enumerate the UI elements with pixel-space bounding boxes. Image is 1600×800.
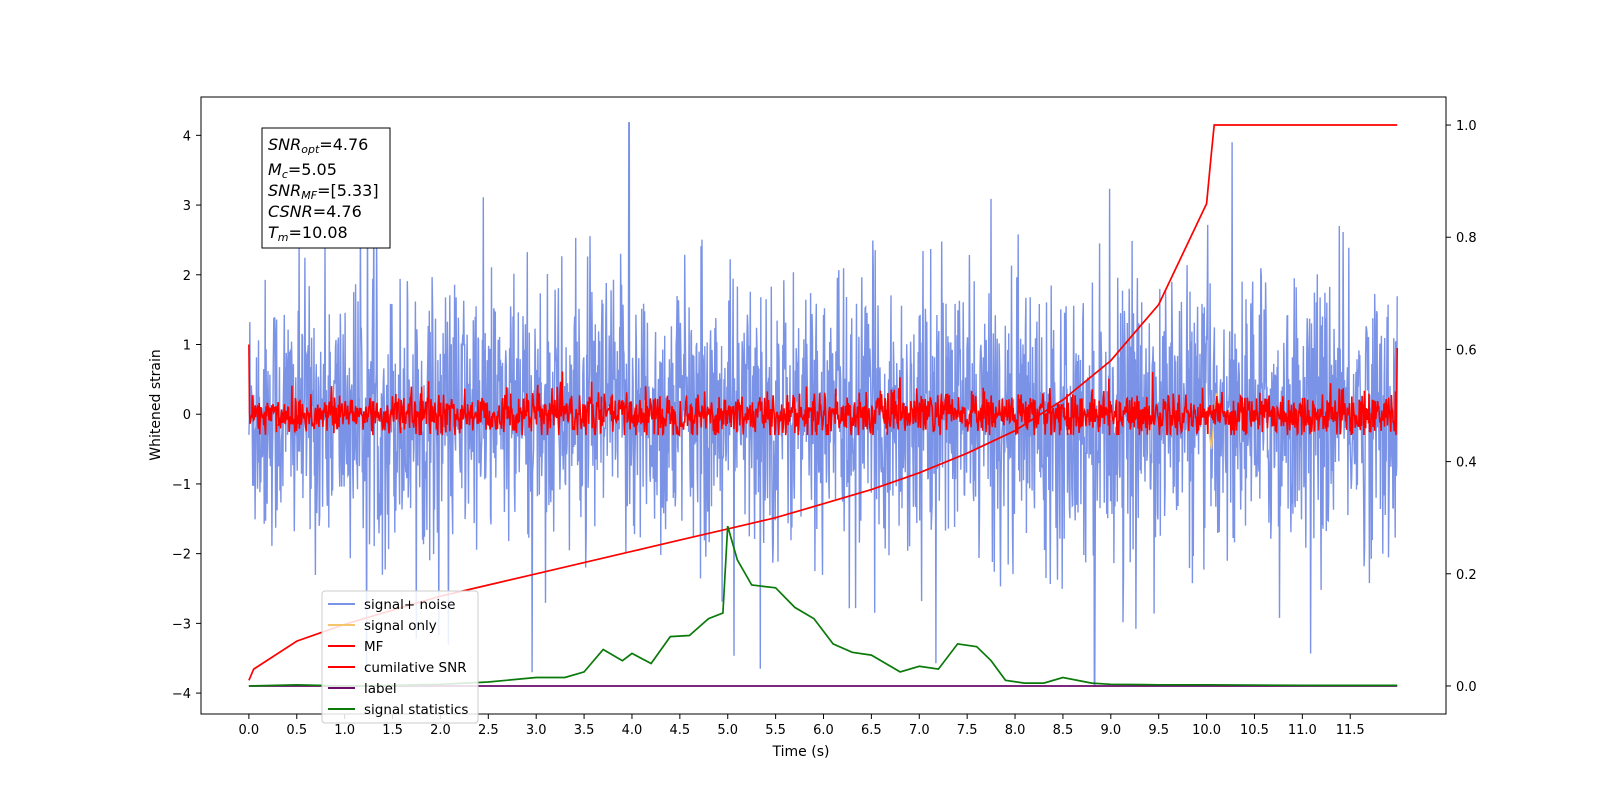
stats-snr-opt-value: =4.76 bbox=[319, 135, 368, 154]
y2-tick-label: 0.8 bbox=[1456, 231, 1477, 246]
x-tick-label: 3.0 bbox=[526, 723, 547, 738]
stats-csnr-name: CSNR bbox=[268, 202, 313, 221]
svg-text:CSNR=4.76: CSNR=4.76 bbox=[268, 202, 362, 221]
stats-snr-opt-sub: opt bbox=[301, 143, 320, 156]
legend-label: signal only bbox=[364, 618, 437, 634]
x-tick-label: 9.5 bbox=[1148, 723, 1169, 738]
stats-csnr-value: =4.76 bbox=[313, 202, 362, 221]
legend-box bbox=[321, 590, 479, 724]
x-tick-label: 4.5 bbox=[670, 723, 691, 738]
svg-text:Mc=5.05: Mc=5.05 bbox=[268, 160, 337, 181]
x-tick-label: 1.5 bbox=[382, 723, 403, 738]
x-tick-label: 0.0 bbox=[239, 723, 260, 738]
y-tick-label: −4 bbox=[172, 687, 191, 702]
x-tick-label: 8.5 bbox=[1053, 723, 1074, 738]
x-tick-label: 7.5 bbox=[957, 723, 978, 738]
x-tick-label: 1.0 bbox=[334, 723, 355, 738]
stats-snr-mf-sub: MF bbox=[301, 189, 317, 202]
axis-ticks: 0.0 0.5 1.0 1.5 2.0 2.5 3.0 3.5 4.0 4.5 5.0 5.5 6.0 6… bbox=[172, 96, 1477, 738]
svg-text:SNRMF=[5.33]: SNRMF=[5.33] bbox=[268, 181, 379, 202]
x-tick-label: 5.0 bbox=[717, 723, 738, 738]
legend-label: MF bbox=[364, 639, 383, 655]
legend-label: cumilative SNR bbox=[364, 660, 467, 676]
stats-snr-opt-name: SNR bbox=[268, 135, 301, 154]
x-tick-label: 11.5 bbox=[1336, 723, 1365, 738]
x-tick-label: 10.5 bbox=[1240, 723, 1269, 738]
y2-tick-label: 0.0 bbox=[1456, 680, 1477, 695]
stats-tm-sub: m bbox=[278, 231, 289, 244]
x-tick-label: 6.0 bbox=[813, 723, 834, 738]
legend-label: label bbox=[364, 681, 397, 697]
x-tick-label: 10.0 bbox=[1192, 723, 1221, 738]
x-tick-label: 5.5 bbox=[765, 723, 786, 738]
y-axis-label: Whitened strain bbox=[148, 349, 164, 460]
svg-text:Tm=10.08: Tm=10.08 bbox=[268, 223, 348, 244]
series-mf bbox=[248, 344, 1398, 438]
y-tick-label: 4 bbox=[183, 129, 191, 144]
svg-text:SNRopt=4.76: SNRopt=4.76 bbox=[268, 135, 368, 156]
legend-label: signal+ noise bbox=[364, 597, 455, 613]
y-tick-label: 0 bbox=[183, 408, 191, 423]
stats-box: SNRopt=4.76 Mc=5.05 SNRMF=[5.33] CSNR=4.… bbox=[261, 127, 391, 249]
stats-mc-name: M bbox=[268, 160, 282, 179]
stats-tm-value: =10.08 bbox=[289, 223, 348, 242]
x-tick-label: 9.0 bbox=[1100, 723, 1121, 738]
x-tick-label: 8.0 bbox=[1005, 723, 1026, 738]
x-tick-label: 3.5 bbox=[574, 723, 595, 738]
y-tick-label: 2 bbox=[183, 269, 191, 284]
y2-tick-label: 0.6 bbox=[1456, 343, 1477, 358]
series-signal-statistics bbox=[248, 525, 1398, 687]
x-tick-label: 2.5 bbox=[478, 723, 499, 738]
legend: signal+ noise signal only MF cumilative SNR… bbox=[321, 590, 479, 724]
stats-tm-name: T bbox=[268, 223, 279, 242]
legend-label: signal statistics bbox=[364, 702, 468, 718]
x-tick-label: 2.0 bbox=[430, 723, 451, 738]
stats-mc-sub: c bbox=[282, 168, 288, 181]
y-tick-label: −1 bbox=[172, 478, 191, 493]
stats-snr-mf-name: SNR bbox=[268, 181, 301, 200]
y2-tick-label: 0.2 bbox=[1456, 568, 1477, 583]
x-tick-label: 4.0 bbox=[622, 723, 643, 738]
x-tick-label: 7.0 bbox=[909, 723, 930, 738]
y-tick-label: −3 bbox=[172, 617, 191, 632]
y2-tick-label: 0.4 bbox=[1456, 456, 1477, 471]
y-tick-label: −2 bbox=[172, 548, 191, 563]
y-tick-label: 1 bbox=[183, 338, 191, 353]
stats-mc-value: =5.05 bbox=[288, 160, 337, 179]
x-axis-label: Time (s) bbox=[772, 744, 830, 760]
stats-snr-mf-value: =[5.33] bbox=[317, 181, 379, 200]
x-tick-label: 11.0 bbox=[1288, 723, 1317, 738]
x-tick-label: 6.5 bbox=[861, 723, 882, 738]
y2-tick-label: 1.0 bbox=[1456, 119, 1477, 134]
x-tick-label: 0.5 bbox=[286, 723, 307, 738]
y-tick-label: 3 bbox=[183, 199, 191, 214]
